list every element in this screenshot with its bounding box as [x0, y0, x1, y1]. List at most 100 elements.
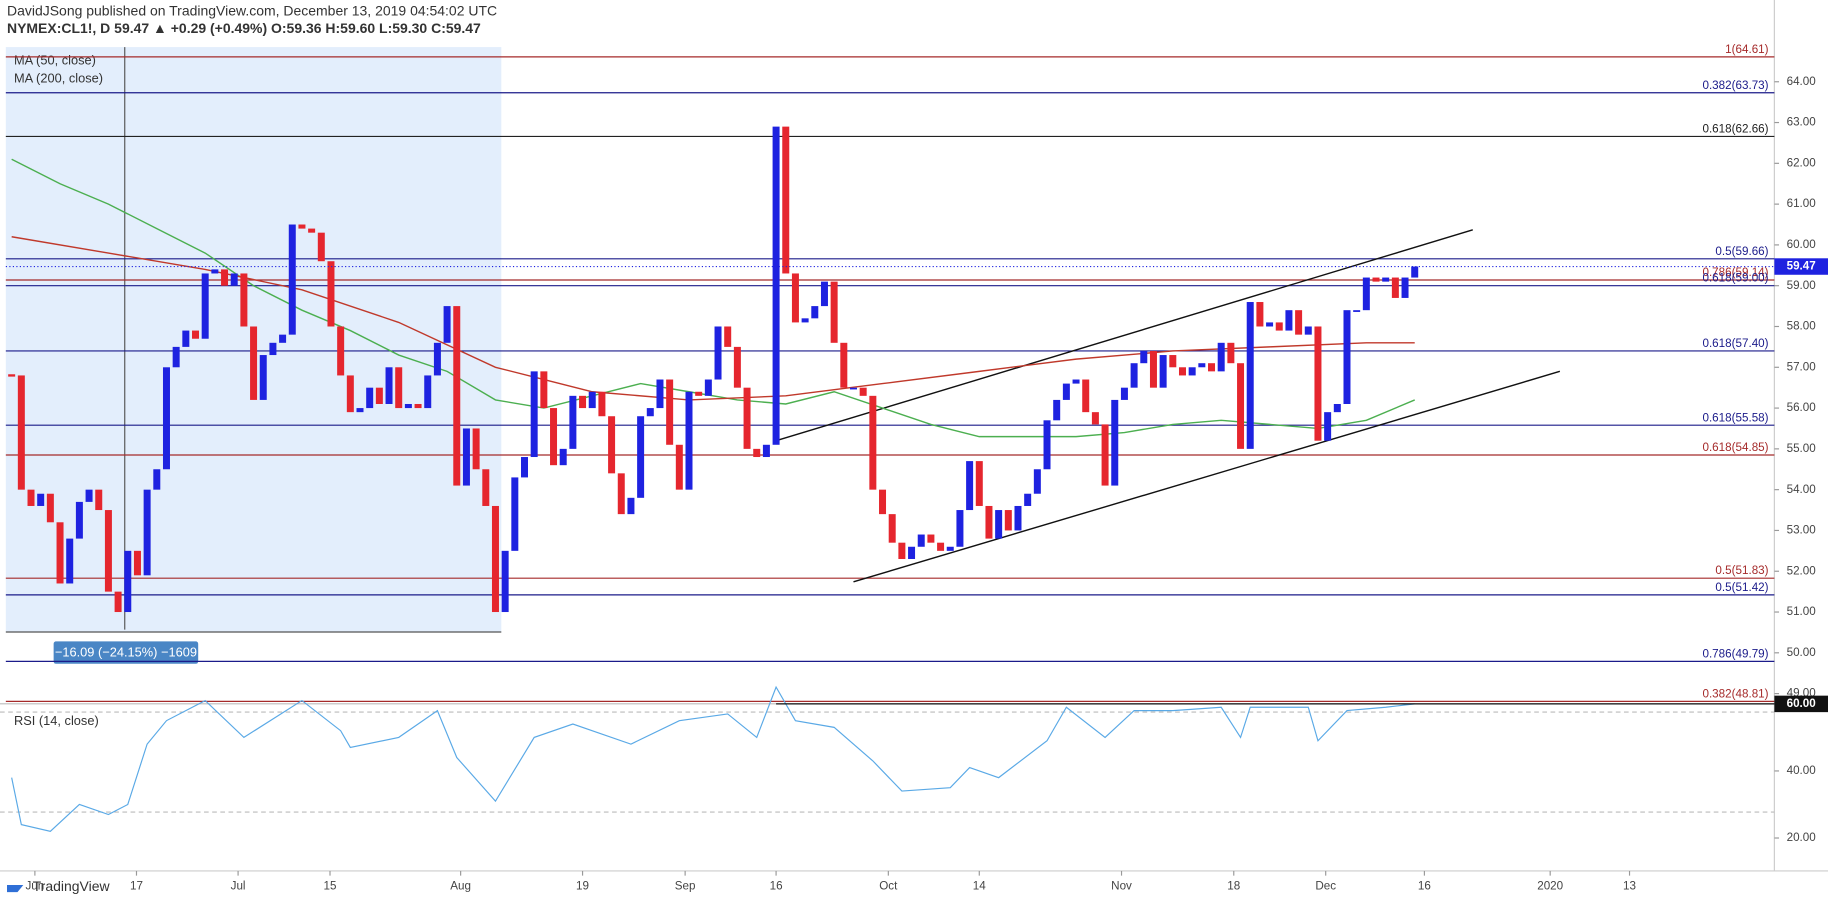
fib-label: 0.618(55.58) [1702, 411, 1768, 424]
fib-label: 0.382(48.81) [1702, 687, 1768, 700]
candle [1256, 302, 1264, 327]
y-tick-label: 64.00 [1787, 75, 1817, 88]
candle [1362, 277, 1370, 311]
x-tick-label: Jul [231, 879, 246, 892]
candle [1004, 510, 1012, 531]
candle [279, 334, 287, 343]
candle [404, 403, 412, 409]
candle [1101, 424, 1109, 486]
y-tick-label: 51.00 [1787, 605, 1817, 618]
candle [627, 497, 635, 515]
candle [656, 379, 664, 409]
candle [1178, 367, 1186, 376]
y-tick-label: 60.00 [1787, 238, 1817, 251]
candle [550, 408, 558, 466]
header: DavidJSong published on TradingView.com,… [7, 2, 497, 18]
fib-label: 0.5(51.83) [1715, 564, 1768, 577]
rsi-tick-label: 20.00 [1787, 831, 1817, 844]
candle [1411, 266, 1419, 278]
candle [56, 522, 64, 584]
candle [443, 306, 451, 343]
candle [782, 126, 790, 274]
fib-label: 0.786(49.79) [1702, 647, 1768, 660]
candle [1391, 277, 1399, 298]
candle [308, 228, 316, 233]
fib-label: 1(64.61) [1725, 43, 1768, 56]
candle [1227, 342, 1235, 364]
candle [1120, 387, 1128, 400]
candle [424, 375, 432, 409]
candle [733, 346, 741, 388]
price-tag [1774, 258, 1828, 275]
candle [917, 534, 925, 547]
candle [414, 403, 422, 409]
candle [1304, 326, 1312, 335]
x-tick-label: 15 [324, 879, 337, 892]
candle [646, 408, 654, 417]
candle [453, 306, 461, 486]
trend-line [853, 370, 1561, 583]
candle [830, 281, 838, 343]
rsi-tag [1774, 695, 1828, 713]
candle [704, 379, 712, 396]
candle [192, 330, 200, 339]
fib-label: 0.5(51.42) [1715, 581, 1768, 594]
candle [724, 326, 732, 347]
candle [995, 510, 1003, 539]
y-tick-label: 59.00 [1787, 279, 1817, 292]
rsi-tag-label: 60.00 [1787, 697, 1817, 710]
x-tick-label: Aug [450, 879, 471, 892]
x-tick-label: 14 [973, 879, 986, 892]
candle [888, 514, 896, 543]
candle [762, 444, 770, 458]
candle [666, 379, 674, 445]
x-tick-label: Oct [879, 879, 898, 892]
candle [162, 367, 170, 470]
candle [966, 461, 974, 511]
candle [482, 469, 490, 506]
candle [598, 391, 606, 417]
candle [153, 469, 161, 490]
fib-label: 0.618(59.00) [1702, 272, 1768, 285]
candle [1033, 469, 1041, 494]
candle [608, 416, 616, 474]
candle [1024, 493, 1032, 506]
candle [1111, 399, 1119, 486]
candle [201, 273, 209, 339]
brand: TradingView [33, 878, 111, 894]
candle [46, 493, 54, 523]
fib-label: 0.618(54.85) [1702, 441, 1768, 454]
candle [1140, 350, 1148, 364]
y-tick-label: 53.00 [1787, 524, 1817, 537]
brand-logo [6, 885, 24, 893]
candle [1382, 277, 1390, 282]
y-tick-label: 57.00 [1787, 360, 1817, 373]
candle [1333, 403, 1341, 413]
legend-entry: MA (50, close) [14, 53, 96, 68]
candle [1188, 367, 1196, 376]
candle [66, 538, 74, 584]
candle [259, 355, 267, 400]
candle [588, 391, 596, 409]
candle [211, 269, 219, 274]
candle [1217, 342, 1225, 372]
candle [1169, 355, 1177, 368]
candle [1053, 399, 1061, 421]
price-tag-label: 59.47 [1787, 260, 1816, 273]
fib-label: 0.618(57.40) [1702, 337, 1768, 350]
candle [27, 489, 35, 506]
candle [346, 375, 354, 413]
fib-label: 0.618(62.66) [1702, 122, 1768, 135]
candle [946, 546, 954, 551]
candle [317, 232, 325, 262]
candle [1130, 363, 1138, 388]
candle [820, 281, 828, 307]
candle [472, 428, 480, 470]
candle [104, 510, 112, 592]
candle [1275, 322, 1283, 331]
candle [879, 489, 887, 515]
candle [433, 342, 441, 376]
candle [269, 342, 277, 356]
candle [811, 306, 819, 319]
